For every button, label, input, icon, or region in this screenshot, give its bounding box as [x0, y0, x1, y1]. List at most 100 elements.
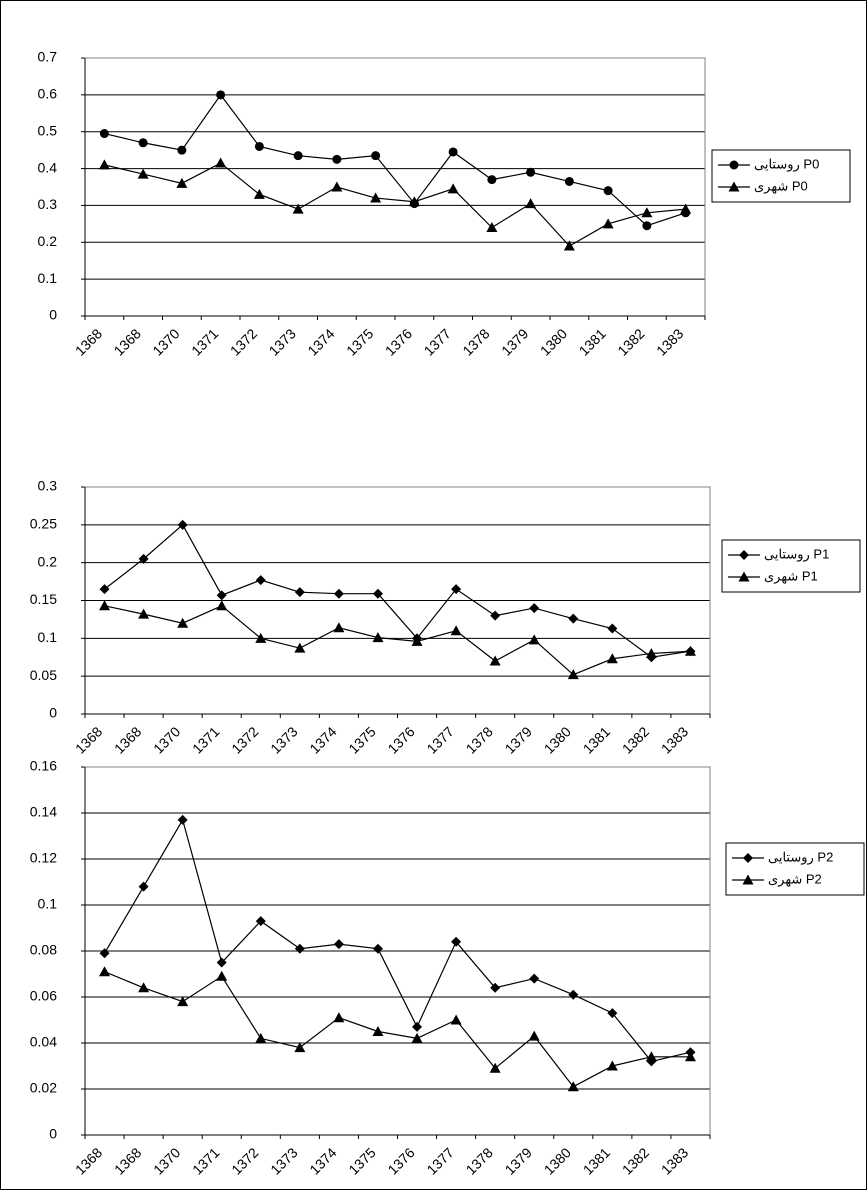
- marker: [412, 1021, 423, 1032]
- marker: [606, 1060, 618, 1071]
- y-tick-label: 0.06: [30, 988, 57, 1004]
- marker: [529, 603, 540, 614]
- series-line: [104, 818, 691, 1063]
- marker: [451, 936, 462, 947]
- marker: [490, 610, 501, 621]
- y-tick-label: 0.3: [38, 196, 58, 212]
- marker: [176, 177, 188, 188]
- marker: [567, 669, 579, 680]
- marker: [486, 222, 498, 233]
- marker: [489, 655, 501, 666]
- marker: [99, 129, 109, 139]
- marker: [739, 550, 749, 560]
- marker: [99, 948, 110, 959]
- marker: [177, 617, 189, 628]
- marker: [526, 167, 536, 177]
- marker: [333, 588, 344, 599]
- marker: [372, 632, 384, 643]
- marker: [487, 175, 497, 185]
- marker: [216, 90, 226, 100]
- marker: [568, 989, 579, 1000]
- marker: [99, 600, 111, 611]
- legend-label: شهری P0: [754, 178, 808, 194]
- y-tick-label: 0.2: [38, 233, 58, 249]
- marker: [138, 881, 149, 892]
- legend-label: شهری P1: [764, 568, 818, 584]
- marker: [294, 1042, 306, 1053]
- marker: [177, 814, 188, 825]
- marker: [177, 996, 189, 1007]
- legend-box: [711, 149, 851, 203]
- marker: [216, 970, 228, 981]
- y-tick-label: 0.14: [30, 804, 57, 820]
- legend-box: [721, 539, 861, 593]
- marker: [447, 183, 459, 194]
- marker: [684, 1051, 696, 1062]
- y-tick-label: 0.1: [38, 270, 58, 286]
- marker: [294, 943, 305, 954]
- y-tick-label: 0.4: [38, 159, 58, 175]
- marker: [563, 240, 575, 251]
- marker: [642, 221, 652, 231]
- marker: [216, 590, 227, 601]
- marker: [370, 192, 382, 203]
- marker: [215, 157, 227, 168]
- marker: [529, 973, 540, 984]
- marker: [645, 647, 657, 658]
- marker: [645, 1051, 657, 1062]
- marker: [138, 138, 148, 148]
- y-tick-label: 0: [49, 1126, 57, 1142]
- marker: [332, 154, 342, 164]
- marker: [293, 151, 303, 161]
- marker: [408, 196, 420, 207]
- marker: [450, 1014, 462, 1025]
- marker: [255, 1032, 267, 1043]
- y-tick-label: 0.1: [38, 896, 58, 912]
- marker: [411, 635, 423, 646]
- marker: [255, 632, 267, 643]
- marker: [216, 600, 228, 611]
- marker: [743, 853, 753, 863]
- marker: [450, 625, 462, 636]
- marker: [525, 198, 537, 209]
- y-tick-label: 0.7: [38, 49, 58, 65]
- y-tick-label: 0.02: [30, 1080, 57, 1096]
- y-tick-label: 0.15: [30, 591, 57, 607]
- marker: [294, 587, 305, 598]
- y-tick-label: 0.05: [30, 667, 57, 683]
- marker: [216, 957, 227, 968]
- marker: [451, 584, 462, 595]
- marker: [333, 1012, 345, 1023]
- marker: [99, 584, 110, 595]
- marker: [292, 203, 304, 214]
- marker: [255, 575, 266, 586]
- marker: [607, 1008, 618, 1019]
- marker: [528, 634, 540, 645]
- series-line: [104, 523, 691, 658]
- marker: [333, 622, 345, 633]
- series-line: [104, 971, 691, 1088]
- marker: [567, 1081, 579, 1092]
- y-tick-label: 0.12: [30, 850, 57, 866]
- marker: [728, 181, 740, 192]
- marker: [411, 1032, 423, 1043]
- marker: [138, 553, 149, 564]
- marker: [371, 151, 381, 161]
- marker: [606, 653, 618, 664]
- marker: [564, 176, 574, 186]
- series-line: [104, 93, 686, 227]
- marker: [255, 916, 266, 927]
- marker: [448, 147, 458, 157]
- y-tick-label: 0.6: [38, 86, 58, 102]
- y-tick-label: 0.08: [30, 942, 57, 958]
- legend-label: روستایی P2: [768, 849, 833, 865]
- y-tick-label: 0.16: [30, 758, 57, 774]
- marker: [738, 571, 750, 582]
- legend-box: [725, 842, 865, 896]
- marker: [489, 1062, 501, 1073]
- marker: [253, 188, 265, 199]
- marker: [568, 613, 579, 624]
- marker: [331, 181, 343, 192]
- legend-label: روستایی P0: [754, 156, 819, 172]
